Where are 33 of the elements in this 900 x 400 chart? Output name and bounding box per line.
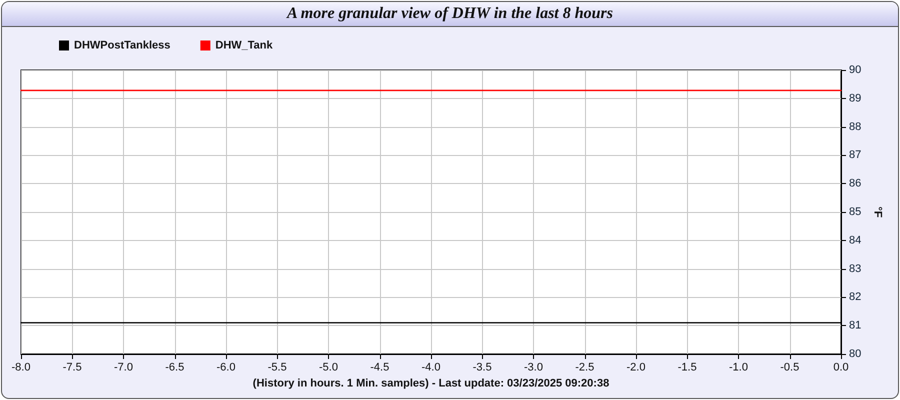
x-tick-label: 0.0 xyxy=(833,362,849,374)
x-tick-label: -2.0 xyxy=(626,362,646,374)
y-tick-label: 85 xyxy=(849,206,862,218)
y-tick-label: 89 xyxy=(849,92,862,104)
x-tick-label: -6.5 xyxy=(165,362,184,374)
y-tick-label: 87 xyxy=(849,149,862,162)
x-tick-label: -7.5 xyxy=(62,362,82,374)
legend-label: DHW_Tank xyxy=(215,40,274,52)
x-tick-label: -5.5 xyxy=(268,362,287,374)
x-tick-label: -8.0 xyxy=(12,362,30,374)
y-tick-label: 86 xyxy=(849,178,862,190)
x-tick-label: -5.0 xyxy=(319,362,338,374)
y-tick-label: 80 xyxy=(849,348,862,360)
x-tick-label: -2.5 xyxy=(575,362,594,374)
y-tick-label: 83 xyxy=(849,262,862,275)
y-tick-label: 82 xyxy=(849,291,862,304)
x-tick-label: -0.5 xyxy=(780,362,800,374)
y-tick-label: 90 xyxy=(849,64,862,76)
y-tick-label: 88 xyxy=(849,120,862,133)
legend-label: DHWPostTankless xyxy=(74,40,170,52)
x-tick-label: -3.5 xyxy=(472,362,492,374)
x-tick-label: -4.0 xyxy=(422,362,440,374)
x-tick-label: -1.5 xyxy=(678,362,697,374)
y-tick-label: 81 xyxy=(849,320,862,332)
y-axis-title: °F xyxy=(872,206,884,218)
x-tick-label: -3.0 xyxy=(524,362,543,374)
x-tick-label: -6.0 xyxy=(216,362,236,374)
y-tick-label: 84 xyxy=(849,234,862,246)
chart-title: A more granular view of DHW in the last 8 hours xyxy=(2,2,898,27)
x-axis-title: (History in hours. 1 Min. samples) - Last update: 03/23/2025 09:20:38 xyxy=(252,377,610,390)
x-tick-label: -7.0 xyxy=(114,362,133,374)
x-tick-label: -4.5 xyxy=(370,362,390,374)
x-tick-label: -1.0 xyxy=(729,362,748,374)
